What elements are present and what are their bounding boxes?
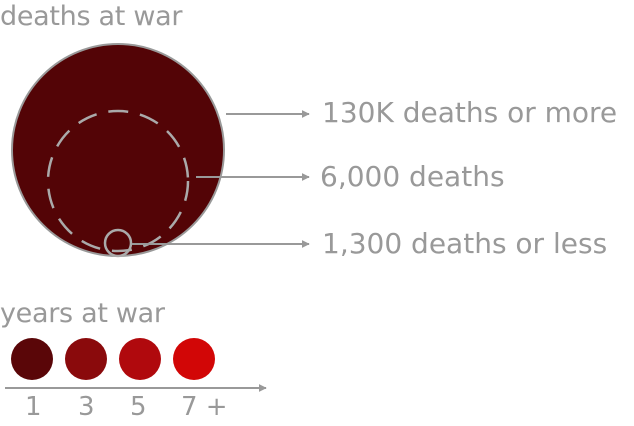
large-death-circle xyxy=(11,43,225,257)
year-tick-label: 3 xyxy=(78,392,95,422)
year-swatch-1 xyxy=(11,338,53,380)
large-circle-label: 130K deaths or more xyxy=(322,96,618,129)
year-tick-label: 7 + xyxy=(181,392,228,422)
medium-circle-label: 6,000 deaths xyxy=(320,160,505,193)
year-swatch-7 xyxy=(173,338,215,380)
year-tick-label: 1 xyxy=(25,392,42,422)
year-swatch-3 xyxy=(65,338,107,380)
year-tick-label: 5 xyxy=(130,392,147,422)
medium-death-circle xyxy=(46,109,190,253)
small-circle-label: 1,300 deaths or less xyxy=(322,227,608,260)
small-death-circle xyxy=(103,228,133,258)
deaths-legend-title: deaths at war xyxy=(0,1,183,32)
year-swatch-5 xyxy=(119,338,161,380)
years-legend-title: years at war xyxy=(0,298,165,329)
